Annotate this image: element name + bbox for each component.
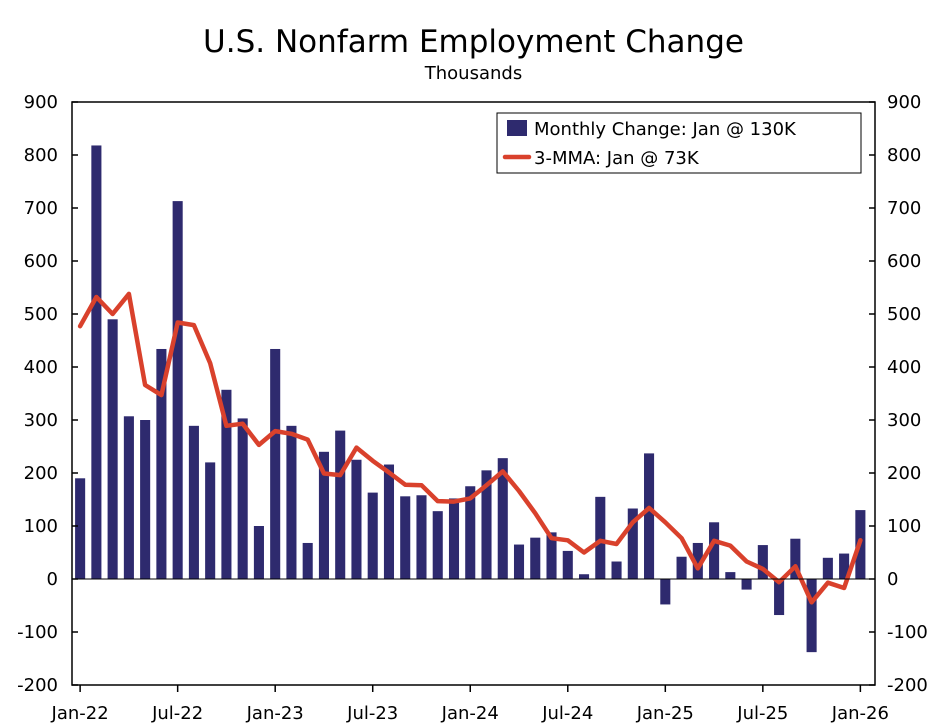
bar-sep-22 — [205, 462, 216, 579]
legend-swatch-monthly-change — [507, 120, 527, 136]
y-tick-label-left: 0 — [47, 569, 58, 590]
line-layer — [77, 291, 863, 605]
y-tick-label-right: -200 — [887, 675, 928, 696]
y-tick-label-right: 500 — [887, 304, 921, 325]
bar-dec-25 — [839, 553, 850, 579]
bar-oct-24 — [611, 561, 622, 579]
bar-sep-23 — [400, 496, 411, 579]
bar-jan-25 — [660, 579, 671, 605]
bar-jun-24 — [546, 532, 557, 579]
bar-mar-24 — [497, 458, 508, 579]
y-tick-label-left: -100 — [17, 622, 58, 643]
bar-apr-25 — [709, 522, 720, 579]
bars-layer — [75, 145, 866, 653]
bar-dec-24 — [644, 453, 655, 579]
series-line-3mma — [77, 291, 863, 605]
bar-dec-22 — [253, 526, 264, 579]
bar-may-25 — [725, 572, 736, 579]
bar-mar-25 — [692, 542, 703, 579]
x-tick-label: Jan-23 — [246, 703, 304, 724]
bar-jan-22 — [75, 478, 86, 579]
bar-jul-24 — [562, 550, 573, 579]
y-tick-label-right: 900 — [887, 92, 921, 113]
bar-feb-25 — [676, 556, 687, 579]
x-tick-label: Jan-24 — [441, 703, 499, 724]
legend-box — [496, 112, 862, 174]
bar-may-24 — [530, 537, 541, 579]
bar-jun-25 — [741, 579, 752, 590]
y-tick-label-left: 200 — [24, 463, 58, 484]
y-tick-label-right: 100 — [887, 516, 921, 537]
bar-jul-22 — [172, 201, 183, 580]
bar-oct-25 — [806, 579, 817, 653]
bar-jun-23 — [351, 459, 362, 579]
y-tick-label-right: 200 — [887, 463, 921, 484]
legend-label-3mma: 3-MMA: Jan @ 73K — [534, 148, 700, 169]
bar-feb-23 — [286, 425, 297, 579]
bar-may-23 — [335, 430, 346, 579]
legend-label-monthly-change: Monthly Change: Jan @ 130K — [534, 119, 797, 140]
y-tick-label-right: 300 — [887, 410, 921, 431]
bar-nov-22 — [237, 418, 248, 579]
y-tick-label-left: 900 — [24, 92, 58, 113]
x-tick-label: Jan-22 — [51, 703, 109, 724]
bar-oct-23 — [416, 495, 427, 579]
bar-jan-23 — [270, 348, 281, 579]
bar-aug-23 — [383, 464, 395, 579]
y-tick-label-left: 600 — [24, 251, 58, 272]
x-tick-label: Jan-26 — [831, 703, 889, 724]
y-tick-label-left: 100 — [24, 516, 58, 537]
y-tick-label-right: -100 — [887, 622, 928, 643]
plot-frame — [71, 101, 876, 686]
y-tick-label-left: 400 — [24, 357, 58, 378]
y-tick-label-right: 700 — [887, 198, 921, 219]
x-tick-label: Jul-23 — [346, 703, 398, 724]
y-tick-label-right: 400 — [887, 357, 921, 378]
bar-mar-22 — [107, 319, 118, 579]
chart-subtitle: Thousands — [424, 63, 523, 84]
bar-sep-25 — [790, 538, 801, 579]
y-tick-label-left: -200 — [17, 675, 58, 696]
bar-oct-22 — [221, 389, 232, 579]
chart-title: U.S. Nonfarm Employment Change — [203, 24, 744, 60]
bar-aug-25 — [774, 579, 785, 616]
bar-nov-23 — [432, 511, 443, 579]
legend: Monthly Change: Jan @ 130K 3-MMA: Jan @ 7… — [496, 112, 862, 174]
y-tick-label-left: 700 — [24, 198, 58, 219]
bar-nov-24 — [627, 508, 638, 579]
bar-aug-22 — [188, 425, 199, 579]
bar-jun-22 — [156, 348, 167, 579]
bar-jul-25 — [757, 545, 768, 579]
axes-layer: -200 -200 -100 -100 0 0 100 100 200 200 300 300 400 4… — [17, 92, 928, 724]
bar-jan-24 — [465, 486, 476, 579]
y-tick-label-right: 600 — [887, 251, 921, 272]
bar-dec-23 — [448, 498, 460, 579]
y-tick-label-right: 0 — [887, 569, 898, 590]
bar-aug-24 — [578, 574, 590, 579]
bar-sep-24 — [595, 496, 606, 579]
bar-nov-25 — [822, 557, 833, 579]
bar-mar-23 — [302, 542, 313, 579]
bar-apr-24 — [513, 544, 525, 579]
y-tick-label-left: 500 — [24, 304, 58, 325]
bar-jul-23 — [367, 492, 378, 579]
x-tick-label: Jan-25 — [636, 703, 694, 724]
x-tick-label: Jul-25 — [736, 703, 788, 724]
y-tick-label-left: 800 — [24, 145, 58, 166]
y-tick-label-right: 800 — [887, 145, 921, 166]
bar-feb-24 — [481, 470, 492, 579]
bar-apr-23 — [318, 451, 329, 579]
y-tick-label-left: 300 — [24, 410, 58, 431]
bar-apr-22 — [123, 416, 134, 579]
x-tick-label: Jul-24 — [541, 703, 593, 724]
bar-may-22 — [140, 420, 151, 579]
bar-feb-22 — [91, 145, 102, 579]
x-tick-label: Jul-22 — [151, 703, 203, 724]
